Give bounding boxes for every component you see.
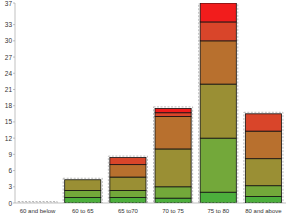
bar-segment xyxy=(245,113,281,114)
bars xyxy=(18,3,283,203)
bar-segment xyxy=(245,197,281,203)
bar-segment xyxy=(65,191,101,198)
bar-segment xyxy=(110,165,146,177)
bar-segment xyxy=(200,84,236,138)
y-tick xyxy=(13,3,15,4)
y-tick-label: 12 xyxy=(5,135,13,142)
x-tick-label: 60 to 65 xyxy=(72,208,94,214)
bar-segment xyxy=(155,108,191,112)
y-tick xyxy=(13,24,15,25)
y-tick-label: 37 xyxy=(5,0,13,7)
y-tick-label: 0 xyxy=(8,200,12,207)
bar-segment xyxy=(110,157,146,158)
y-tick xyxy=(13,105,15,106)
bar-segment xyxy=(200,41,236,84)
bar-segment xyxy=(245,186,281,197)
y-tick-label: 33 xyxy=(5,21,13,28)
y-tick xyxy=(13,89,15,90)
bar-segment xyxy=(110,158,146,165)
bar-segment xyxy=(65,198,101,203)
y-tick xyxy=(13,73,15,74)
y-tick-label: 3 xyxy=(8,183,12,190)
bar-outline xyxy=(199,3,238,203)
x-tick-label: 65 to70 xyxy=(118,208,139,214)
y-tick xyxy=(13,186,15,187)
chart: 0 3 6 9 12 15 18 21 24 27 30 33 37 60 and below 60 to … xyxy=(0,0,287,217)
bar-segment xyxy=(200,192,236,203)
bar-segment xyxy=(155,113,191,117)
bar-outline xyxy=(154,107,193,203)
bar-segment xyxy=(65,179,101,180)
y-tick xyxy=(13,154,15,155)
bar-segment xyxy=(200,3,236,22)
y-axis xyxy=(15,3,16,203)
bar-outline xyxy=(18,202,57,204)
bar-segment xyxy=(200,22,236,41)
y-tick-label: 9 xyxy=(8,151,12,158)
bar-segment xyxy=(155,187,191,198)
bar-segment xyxy=(65,180,101,191)
bar-segment xyxy=(200,138,236,192)
y-tick-label: 18 xyxy=(5,102,13,109)
bar-segment xyxy=(245,131,281,159)
x-tick-label: 60 and below xyxy=(20,208,56,214)
bar-outline xyxy=(244,112,283,203)
y-tick-label: 6 xyxy=(8,167,12,174)
bar-segment xyxy=(155,149,191,187)
bar-segment xyxy=(65,179,101,180)
x-tick-label: 75 to 80 xyxy=(207,208,229,214)
y-tick xyxy=(13,170,15,171)
bar-segment xyxy=(245,114,281,131)
y-tick-label: 30 xyxy=(5,37,13,44)
bar-segment xyxy=(110,177,146,191)
y-tick xyxy=(13,138,15,139)
y-tick-label: 24 xyxy=(5,70,13,77)
x-tick-label: 70 to 75 xyxy=(162,208,184,214)
bar-segment xyxy=(110,198,146,203)
x-tick-label: 80 and above xyxy=(245,208,282,214)
y-tick xyxy=(13,57,15,58)
bar-outline xyxy=(108,156,147,203)
bar-segment xyxy=(245,159,281,186)
bar-segment xyxy=(65,179,101,180)
y-tick xyxy=(13,203,15,204)
y-tick-label: 27 xyxy=(5,54,13,61)
bar-segment xyxy=(155,198,191,203)
y-tick-label: 21 xyxy=(5,86,13,93)
y-tick xyxy=(13,40,15,41)
bar-outline xyxy=(63,178,102,203)
bar-segment xyxy=(110,191,146,198)
y-tick xyxy=(13,121,15,122)
y-tick-label: 15 xyxy=(5,118,13,125)
bar-segment xyxy=(155,117,191,149)
